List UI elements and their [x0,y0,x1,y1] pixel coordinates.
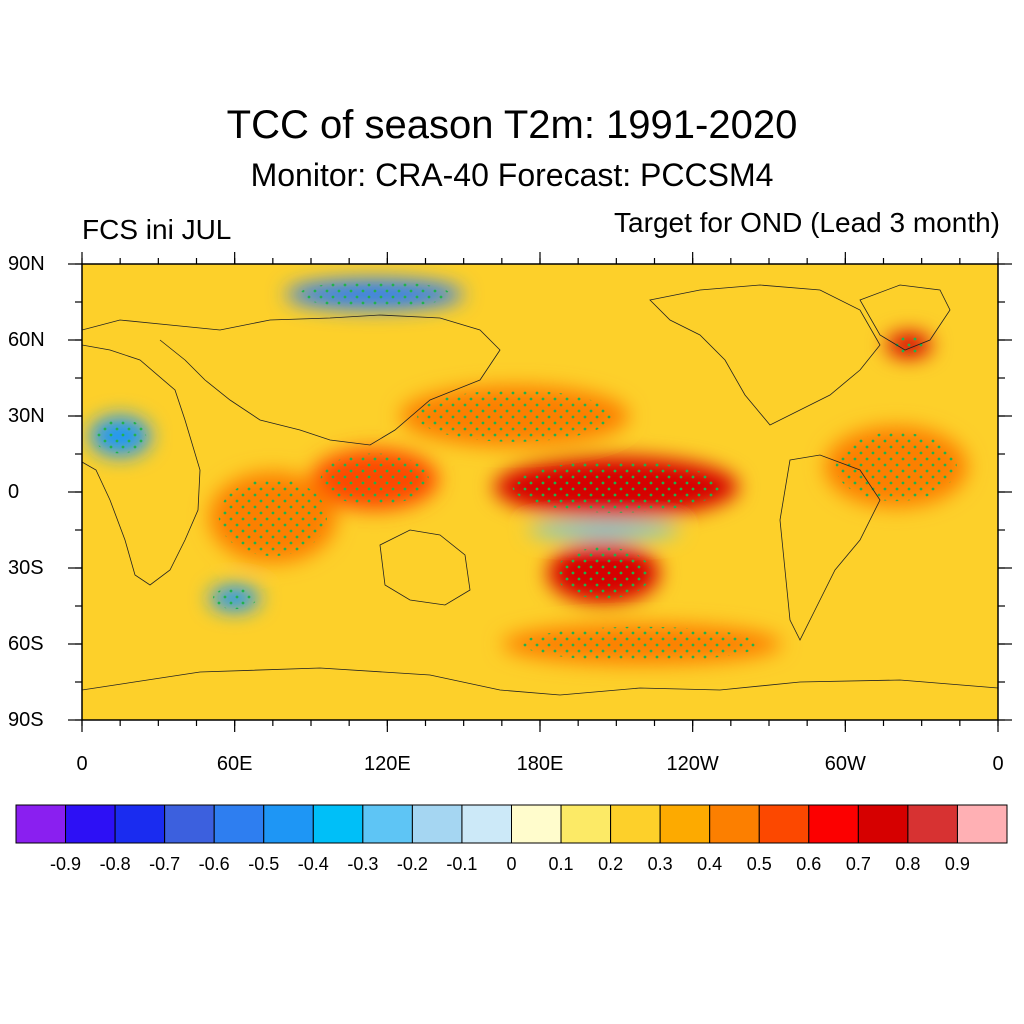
lat-label: 90N [8,253,45,275]
correlation-field [82,264,998,720]
colorbar-swatch [808,804,859,844]
colorbar-swatch [758,804,810,844]
colorbar-swatch [362,804,413,844]
colorbar-swatch [907,804,958,844]
colorbar-swatch [411,804,463,844]
lon-label: 60E [216,753,253,775]
colorbar-label: -0.3 [347,854,379,874]
lon-label: 0 [992,753,1004,775]
colorbar-swatch [15,804,67,844]
lon-label: 120W [666,753,719,775]
colorbar-label: 0.6 [796,854,822,874]
colorbar [15,804,1008,844]
significance-stipple-south-pacific-band [556,547,652,599]
colorbar-label: 0.7 [845,854,871,874]
significance-stipple-north-pacific [417,390,612,442]
lon-label: 0 [76,753,88,775]
colorbar-label: 0.5 [746,854,772,874]
antarctica-coastline [82,667,998,696]
significance-stipple-southern-ocean [522,626,761,662]
significance-stipple-maritime-continent [320,453,429,506]
map-subtitle: Monitor: CRA-40 Forecast: PCCSM4 [250,157,774,193]
lat-label: 60S [8,633,44,655]
lat-label: 30N [8,405,45,427]
colorbar-label: -0.6 [198,854,230,874]
colorbar-label: 0.3 [647,854,673,874]
eurasia-coastline [82,314,501,446]
colorbar-label: -0.4 [297,854,329,874]
colorbar-swatch [213,804,265,844]
colorbar-label: 0.8 [895,854,921,874]
colorbar-swatch [263,804,314,844]
colorbar-swatch [709,804,760,844]
colorbar-label: 0.2 [598,854,624,874]
lat-label: 30S [8,557,44,579]
initialization-label: FCS ini JUL [82,214,232,245]
colorbar-swatch [312,804,364,844]
colorbar-label: -0.9 [50,854,82,874]
lon-label: 120E [363,753,411,775]
target-season-label: Target for OND (Lead 3 month) [614,207,1000,238]
significance-stipple-indian-ocean [218,478,327,557]
axis-ticks [68,252,1012,732]
colorbar-label: 0.1 [548,854,574,874]
africa-coastline [82,344,201,586]
colorbar-label: 0.4 [697,854,723,874]
colorbar-swatch [164,804,215,844]
colorbar-swatch [461,804,513,844]
colorbar-label: -0.2 [396,854,428,874]
lat-label: 60N [8,329,45,351]
colorbar-label: -0.5 [248,854,280,874]
colorbar-swatch [65,804,116,844]
region-cold-tongue [527,522,680,538]
colorbar-swatch [610,804,661,844]
north-america-coastline [649,284,881,426]
colorbar-label: 0 [506,854,517,874]
colorbar-label: 0.9 [944,854,970,874]
greenland-coastline [859,284,951,351]
map-title: TCC of season T2m: 1991-2020 [226,103,798,147]
colorbar-swatch [659,804,711,844]
significance-stipple-sahara-cold [94,419,147,454]
colorbar-label: -0.1 [446,854,478,874]
lon-label: 60W [824,753,866,775]
colorbar-swatch [857,804,909,844]
colorbar-label: -0.7 [149,854,181,874]
lat-label: 90S [8,709,44,731]
colorbar-swatch [114,804,166,844]
australia-coastline [379,529,471,606]
colorbar-label: -0.8 [99,854,131,874]
lon-label: 180E [516,753,564,775]
lat-label: 0 [8,481,20,503]
colorbar-swatch [560,804,612,844]
significance-stipple-south-atlantic-cold [213,587,257,610]
south-america-coastline [779,454,881,641]
colorbar-swatch [511,804,562,844]
significance-stipple-greenland-hotspot [889,334,929,356]
coastlines [82,284,998,696]
colorbar-swatch [956,804,1008,844]
significance-stipple-atlantic [835,432,957,502]
significance-stipple-equatorial-pacific [512,461,721,513]
significance-stipple-arctic-cold [298,281,451,308]
